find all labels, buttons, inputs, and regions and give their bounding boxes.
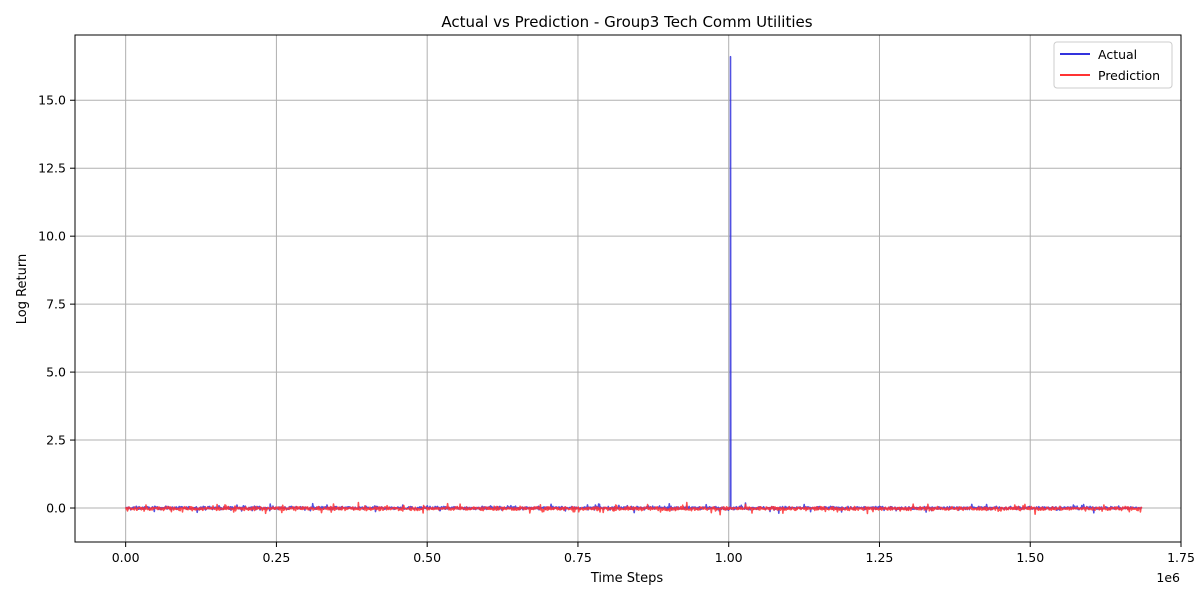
x-tick-label: 0.50 bbox=[413, 550, 441, 565]
legend-label-prediction: Prediction bbox=[1098, 68, 1160, 83]
x-tick-label: 0.75 bbox=[564, 550, 592, 565]
legend-label-actual: Actual bbox=[1098, 47, 1137, 62]
x-axis-offset-label: 1e6 bbox=[1156, 570, 1180, 585]
x-axis: 0.00 0.25 0.50 0.75 1.00 1.25 1.50 1.75 bbox=[112, 542, 1195, 565]
y-tick-label: 2.5 bbox=[46, 433, 66, 448]
x-tick-label: 0.25 bbox=[262, 550, 290, 565]
chart-title: Actual vs Prediction - Group3 Tech Comm … bbox=[441, 13, 812, 31]
y-tick-label: 10.0 bbox=[38, 229, 66, 244]
x-tick-label: 1.00 bbox=[715, 550, 743, 565]
y-tick-label: 5.0 bbox=[46, 365, 66, 380]
legend: Actual Prediction bbox=[1053, 41, 1173, 89]
y-tick-label: 15.0 bbox=[38, 93, 66, 108]
x-tick-label: 1.75 bbox=[1167, 550, 1195, 565]
y-tick-label: 12.5 bbox=[38, 161, 66, 176]
series-layer bbox=[124, 55, 1143, 516]
x-tick-label: 1.25 bbox=[866, 550, 894, 565]
y-axis: 0.0 2.5 5.0 7.5 10.0 12.5 15.0 bbox=[38, 93, 75, 516]
x-axis-label: Time Steps bbox=[590, 571, 664, 586]
plot-area-frame bbox=[74, 34, 1182, 543]
y-tick-label: 7.5 bbox=[46, 297, 66, 312]
y-tick-label: 0.0 bbox=[46, 501, 66, 516]
y-axis-label: Log Return bbox=[15, 254, 30, 325]
x-tick-label: 1.50 bbox=[1016, 550, 1044, 565]
series-line-prediction bbox=[124, 501, 1143, 516]
x-tick-label: 0.00 bbox=[112, 550, 140, 565]
